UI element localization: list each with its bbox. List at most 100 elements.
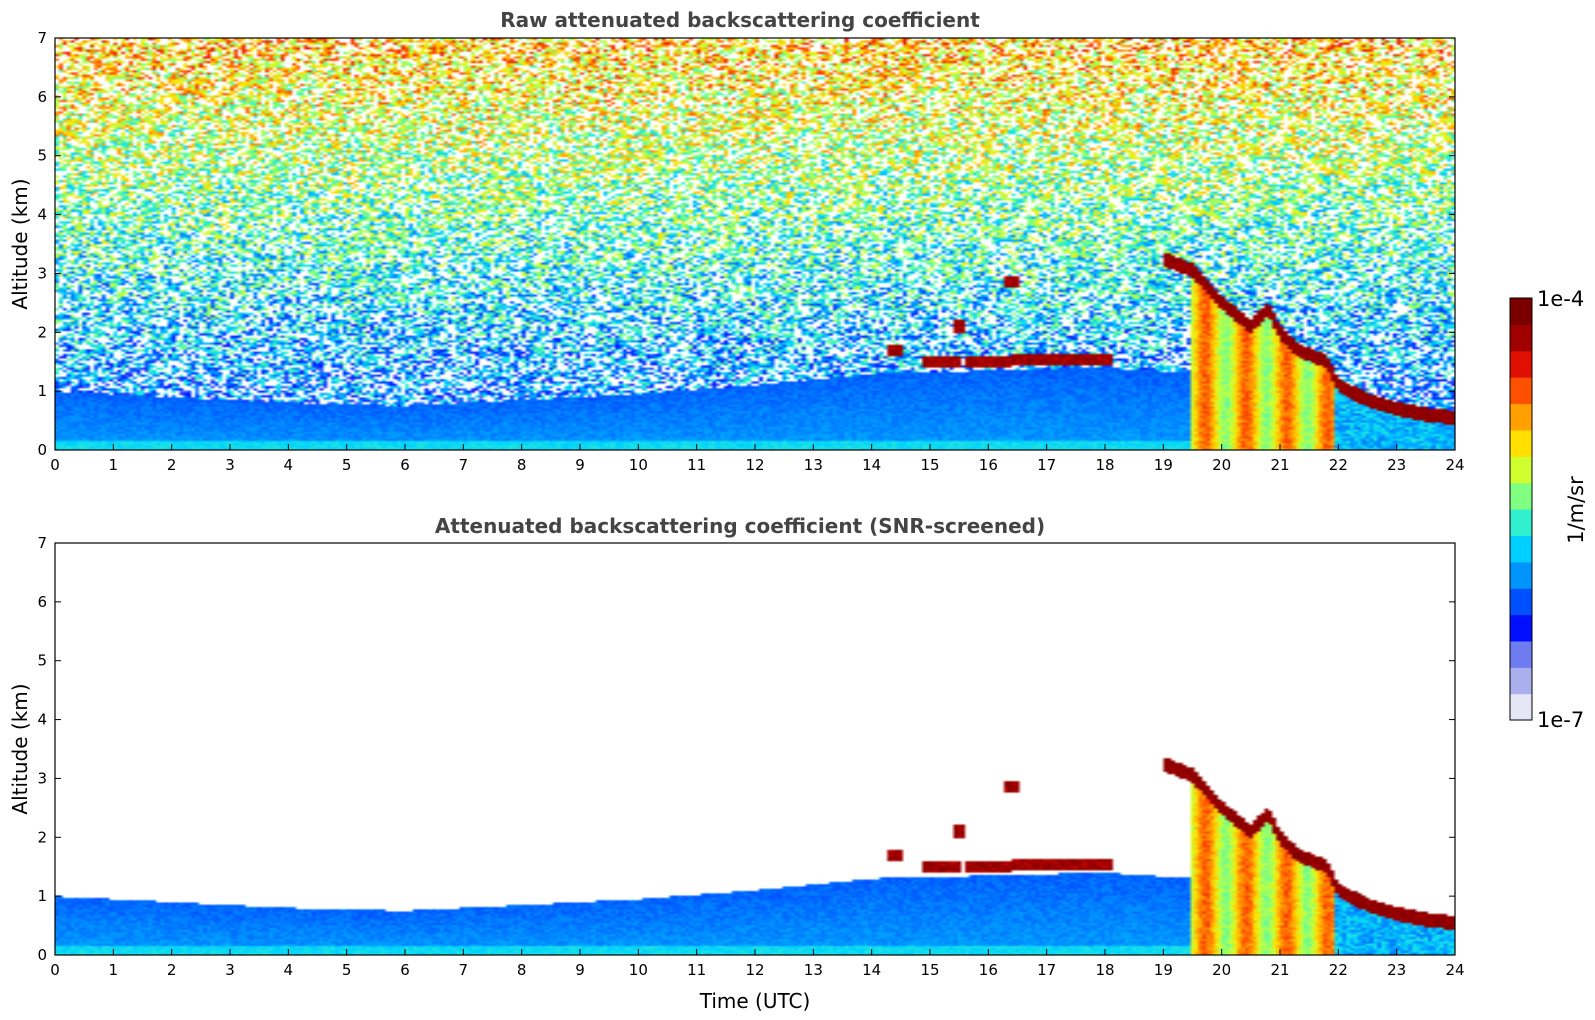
x-tick-label: 12 bbox=[745, 456, 764, 474]
colorbar-step bbox=[1510, 561, 1532, 589]
raw-y-axis-label: Altitude (km) bbox=[8, 178, 32, 309]
x-tick-label: 3 bbox=[225, 961, 235, 979]
x-tick-label: 0 bbox=[50, 961, 60, 979]
x-tick-label: 2 bbox=[167, 456, 177, 474]
colorbar-step bbox=[1510, 456, 1532, 484]
x-tick-label: 11 bbox=[687, 456, 706, 474]
y-tick-label: 1 bbox=[37, 382, 47, 400]
x-tick-label: 8 bbox=[517, 456, 527, 474]
x-tick-label: 24 bbox=[1445, 961, 1464, 979]
x-tick-label: 0 bbox=[50, 456, 60, 474]
x-tick-label: 19 bbox=[1154, 961, 1173, 979]
x-tick-label: 15 bbox=[920, 456, 939, 474]
colorbar-frame bbox=[1509, 297, 1533, 721]
y-tick-label: 1 bbox=[37, 887, 47, 905]
screened-panel-title: Attenuated backscattering coefficient (S… bbox=[435, 514, 1045, 538]
x-tick-label: 18 bbox=[1095, 456, 1114, 474]
colorbar-step bbox=[1510, 614, 1532, 642]
x-tick-label: 10 bbox=[629, 961, 648, 979]
x-tick-label: 23 bbox=[1387, 456, 1406, 474]
x-tick-label: 21 bbox=[1270, 961, 1289, 979]
colorbar-unit-label: 1/m/sr bbox=[1564, 476, 1588, 544]
x-tick-label: 20 bbox=[1212, 456, 1231, 474]
screened-y-ticks: 0 1 2 3 4 5 6 7 bbox=[37, 534, 1455, 964]
y-tick-label: 2 bbox=[37, 323, 47, 341]
y-tick-label: 2 bbox=[37, 828, 47, 846]
y-tick-label: 5 bbox=[37, 652, 47, 670]
y-tick-label: 0 bbox=[37, 441, 47, 459]
colorbar-step bbox=[1510, 693, 1532, 721]
raw-x-ticks: 0 1 2 3 4 5 6 7 8 9 10 11 12 13 14 15 16 17 18 19 20 21 22 23 24 bbox=[50, 444, 1465, 474]
x-tick-label: 17 bbox=[1037, 961, 1056, 979]
raw-backscatter-heatmap bbox=[55, 38, 1455, 450]
x-tick-label: 1 bbox=[109, 456, 119, 474]
x-tick-label: 13 bbox=[804, 456, 823, 474]
x-axis-label: Time (UTC) bbox=[699, 989, 811, 1013]
raw-backscatter-panel: Raw attenuated backscattering coefficien… bbox=[8, 8, 1465, 474]
y-tick-label: 6 bbox=[37, 593, 47, 611]
colorbar-min-label: 1e-7 bbox=[1537, 708, 1584, 732]
x-tick-label: 24 bbox=[1445, 456, 1464, 474]
x-tick-label: 12 bbox=[745, 961, 764, 979]
x-tick-label: 3 bbox=[225, 456, 235, 474]
x-tick-label: 18 bbox=[1095, 961, 1114, 979]
y-tick-label: 6 bbox=[37, 88, 47, 106]
x-tick-label: 8 bbox=[517, 961, 527, 979]
y-tick-label: 3 bbox=[37, 264, 47, 282]
x-tick-label: 16 bbox=[979, 961, 998, 979]
colorbar-step bbox=[1510, 429, 1532, 457]
x-tick-label: 4 bbox=[284, 961, 294, 979]
y-tick-label: 0 bbox=[37, 946, 47, 964]
x-tick-label: 22 bbox=[1329, 961, 1348, 979]
x-tick-label: 6 bbox=[400, 961, 410, 979]
colorbar-step bbox=[1510, 377, 1532, 405]
colorbar-step bbox=[1510, 667, 1532, 695]
x-tick-label: 22 bbox=[1329, 456, 1348, 474]
y-tick-label: 7 bbox=[37, 534, 47, 552]
x-tick-label: 13 bbox=[804, 961, 823, 979]
colorbar-step bbox=[1510, 535, 1532, 563]
colorbar-max-label: 1e-4 bbox=[1537, 287, 1584, 311]
x-tick-label: 17 bbox=[1037, 456, 1056, 474]
x-tick-label: 9 bbox=[575, 961, 585, 979]
colorbar-step bbox=[1510, 350, 1532, 378]
screened-backscatter-heatmap bbox=[55, 543, 1455, 955]
raw-panel-title: Raw attenuated backscattering coefficien… bbox=[500, 8, 980, 32]
colorbar-gradient bbox=[1510, 298, 1532, 721]
colorbar-step bbox=[1510, 588, 1532, 616]
y-tick-label: 7 bbox=[37, 29, 47, 47]
screened-backscatter-panel: Attenuated backscattering coefficient (S… bbox=[8, 514, 1465, 1013]
x-tick-label: 20 bbox=[1212, 961, 1231, 979]
y-tick-label: 4 bbox=[37, 711, 47, 729]
x-tick-label: 19 bbox=[1154, 456, 1173, 474]
raw-y-ticks: 0 1 2 3 4 5 6 7 bbox=[37, 29, 1455, 459]
x-tick-label: 9 bbox=[575, 456, 585, 474]
x-tick-label: 11 bbox=[687, 961, 706, 979]
colorbar: 1e-4 1e-7 1/m/sr bbox=[1509, 287, 1588, 732]
x-tick-label: 5 bbox=[342, 961, 352, 979]
colorbar-step bbox=[1510, 324, 1532, 352]
y-tick-label: 5 bbox=[37, 147, 47, 165]
colorbar-step bbox=[1510, 298, 1532, 325]
x-tick-label: 2 bbox=[167, 961, 177, 979]
screened-x-ticks: 0 1 2 3 4 5 6 7 8 9 10 11 12 13 14 15 16 17 18 19 20 21 22 23 24 bbox=[50, 949, 1465, 979]
x-tick-label: 23 bbox=[1387, 961, 1406, 979]
colorbar-step bbox=[1510, 640, 1532, 668]
x-tick-label: 5 bbox=[342, 456, 352, 474]
x-tick-label: 14 bbox=[862, 456, 881, 474]
x-tick-label: 21 bbox=[1270, 456, 1289, 474]
screened-y-axis-label: Altitude (km) bbox=[8, 683, 32, 814]
colorbar-step bbox=[1510, 509, 1532, 536]
x-tick-label: 6 bbox=[400, 456, 410, 474]
colorbar-step bbox=[1510, 482, 1532, 510]
colorbar-step bbox=[1510, 403, 1532, 431]
y-tick-label: 4 bbox=[37, 206, 47, 224]
x-tick-label: 16 bbox=[979, 456, 998, 474]
y-tick-label: 3 bbox=[37, 769, 47, 787]
x-tick-label: 4 bbox=[284, 456, 294, 474]
x-tick-label: 14 bbox=[862, 961, 881, 979]
x-tick-label: 15 bbox=[920, 961, 939, 979]
x-tick-label: 7 bbox=[459, 456, 469, 474]
x-tick-label: 7 bbox=[459, 961, 469, 979]
